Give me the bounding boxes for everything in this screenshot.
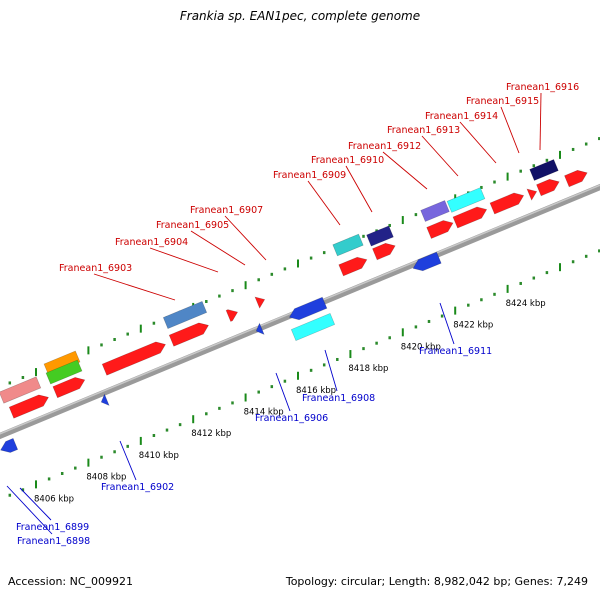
gene-label-leader (119, 440, 137, 481)
scale-label: 8418 kbp (348, 364, 388, 374)
tick-layer: 8406 kbp 8408 kbp 8410 kbp 8412 kbp 8414 kbp… (8, 137, 600, 504)
gene-label: Franean1_6909 (273, 170, 346, 181)
scale-label: 8420 kbp (401, 342, 441, 352)
gene-label-leader (345, 165, 373, 213)
gene-label: Franean1_6912 (348, 141, 421, 152)
gene-feature-arrow (255, 322, 265, 335)
gene-feature-arrow (101, 341, 166, 376)
gene-feature-arrow (225, 309, 239, 322)
gene-feature-box (366, 225, 394, 247)
gene-label-leader (275, 372, 291, 412)
gene-label-leader (224, 215, 267, 261)
scale-label: 8410 kbp (139, 451, 179, 461)
gene-feature-arrow (526, 188, 538, 201)
gene-label-leader (93, 273, 176, 301)
gene-label-leader (539, 92, 542, 151)
gene-feature-arrow (564, 169, 588, 188)
gene-feature-box (446, 187, 486, 213)
gene-label-leader (149, 247, 219, 273)
gene-label: Franean1_6910 (311, 155, 384, 166)
gene-feature-box (332, 233, 364, 257)
gene-feature-arrow (8, 394, 49, 419)
scale-label: 8416 kbp (296, 386, 336, 396)
gene-feature-box (43, 350, 81, 376)
gene-label: Franean1_6903 (59, 263, 132, 274)
gene-label-leader (439, 302, 455, 345)
gene-label-leader (459, 121, 497, 164)
gene-label-leader (324, 349, 338, 392)
gene-label: Franean1_6908 (302, 393, 375, 404)
gene-label-leader (6, 485, 53, 535)
gene-label-leader (19, 487, 52, 521)
gene-feature-arrow (452, 206, 488, 229)
gene-feature-box (45, 359, 83, 385)
gene-feature-arrow (52, 377, 86, 399)
gene-feature-arrow (254, 296, 266, 309)
gene-feature-arrow (168, 322, 209, 347)
gene-feature-arrow (100, 393, 110, 406)
scale-label: 8412 kbp (191, 429, 231, 439)
label-layer: Franean1_6898 Franean1_6899 Franean1_6902 F… (6, 82, 579, 547)
gene-feature-box (290, 313, 336, 341)
gene-feature-arrow (338, 256, 368, 277)
gene-feature-box (420, 200, 450, 222)
map-title: Frankia sp. EAN1pec, complete genome (179, 9, 421, 23)
gene-label: Franean1_6902 (101, 482, 174, 493)
gene-label: Franean1_6904 (115, 237, 188, 248)
gene-feature-arrow (288, 296, 328, 321)
gene-feature-arrow (412, 251, 442, 272)
scale-label: 8422 kbp (453, 321, 493, 331)
gene-label: Franean1_6915 (466, 96, 539, 107)
scale-label: 8424 kbp (506, 299, 546, 309)
gene-label: Franean1_6899 (16, 522, 89, 533)
gene-label-leader (500, 106, 520, 154)
gene-feature-arrow (372, 242, 396, 261)
gene-feature-box (529, 159, 559, 181)
gene-label: Franean1_6907 (190, 205, 263, 216)
gene-label: Franean1_6898 (17, 536, 90, 547)
gene-label: Franean1_6911 (419, 346, 492, 357)
gene-label-leader (382, 151, 428, 190)
scale-label: 8414 kbp (244, 407, 284, 417)
genome-stats-text: Topology: circular; Length: 8,982,042 bp… (285, 575, 588, 588)
gene-label-leader (190, 230, 246, 266)
gene-label: Franean1_6913 (387, 125, 460, 136)
gene-feature-arrow (426, 220, 454, 239)
gene-feature-arrow (489, 192, 525, 215)
gene-label: Franean1_6906 (255, 413, 328, 424)
gene-feature-arrow (0, 438, 19, 453)
scale-label: 8406 kbp (34, 494, 74, 504)
scale-label: 8408 kbp (86, 473, 126, 483)
gene-feature-box (162, 301, 208, 329)
gene-label: Franean1_6916 (506, 82, 579, 93)
feature-layer (0, 159, 588, 453)
gene-label-leader (307, 180, 341, 226)
gene-label-leader (421, 135, 459, 177)
gene-feature-arrow (536, 178, 560, 197)
gene-label: Franean1_6905 (156, 220, 229, 231)
gene-label: Franean1_6914 (425, 111, 498, 122)
gene-feature-box (0, 376, 42, 404)
accession-text: Accession: NC_009921 (8, 575, 134, 588)
